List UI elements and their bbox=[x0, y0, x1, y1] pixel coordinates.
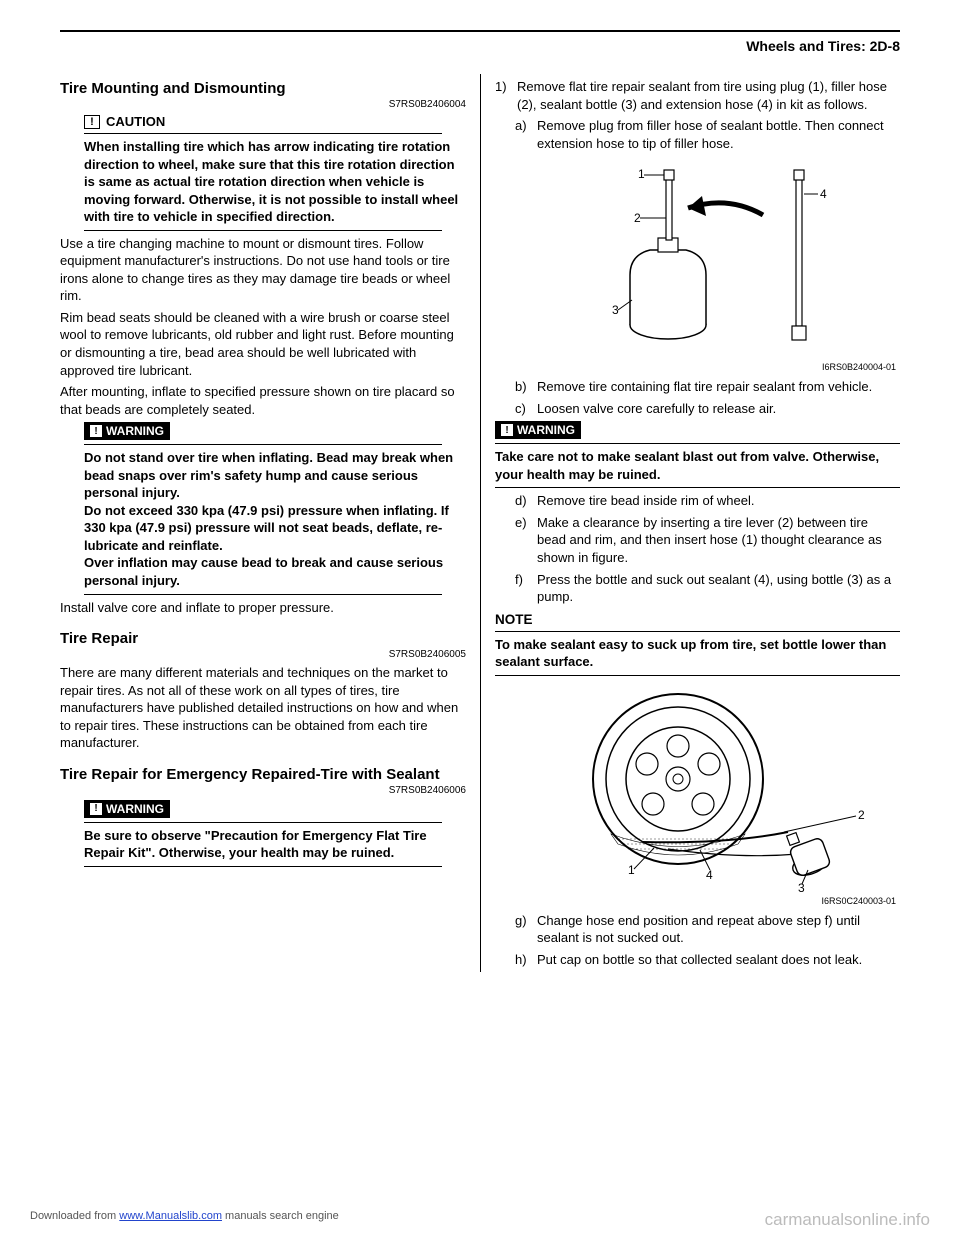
sec2-title: Tire Repair bbox=[60, 630, 466, 647]
substep-e: e) Make a clearance by inserting a tire … bbox=[515, 514, 900, 567]
warning-label-3: WARNING bbox=[517, 423, 575, 437]
note-label: NOTE bbox=[495, 612, 900, 627]
sec2-p1: There are many different materials and t… bbox=[60, 664, 466, 752]
warning-block-2: ! WARNING bbox=[84, 800, 466, 818]
sec1-p2: Rim bead seats should be cleaned with a … bbox=[60, 309, 466, 379]
substep-c: c) Loosen valve core carefully to releas… bbox=[515, 400, 900, 418]
warning-icon-2: ! bbox=[90, 803, 102, 815]
svg-text:3: 3 bbox=[612, 303, 619, 317]
warning-text-2: Be sure to observe "Precaution for Emerg… bbox=[84, 827, 466, 862]
svg-text:2: 2 bbox=[634, 211, 641, 225]
figure-1: 1 2 3 4 bbox=[515, 160, 900, 360]
fig1-id: I6RS0B240004-01 bbox=[495, 362, 900, 372]
warning-label-2: WARNING bbox=[106, 802, 164, 816]
footer-right: carmanualsonline.info bbox=[765, 1210, 930, 1230]
warning-label: WARNING bbox=[106, 424, 164, 438]
warning-badge-3: ! WARNING bbox=[495, 421, 581, 439]
footer-link[interactable]: www.Manualslib.com bbox=[119, 1210, 222, 1222]
warning-block-1: ! WARNING bbox=[84, 422, 466, 440]
substep-f: f) Press the bottle and suck out sealant… bbox=[515, 571, 900, 606]
step-text: Remove flat tire repair sealant from tir… bbox=[517, 78, 900, 113]
caution-block: ! CAUTION bbox=[84, 114, 466, 129]
warning-text-1: Do not stand over tire when inflating. B… bbox=[84, 449, 466, 589]
sec3-id: S7RS0B2406006 bbox=[60, 785, 466, 796]
sub-letter: a) bbox=[515, 117, 537, 152]
warning-icon-3: ! bbox=[501, 424, 513, 436]
svg-text:3: 3 bbox=[798, 881, 805, 894]
step-num: 1) bbox=[495, 78, 517, 113]
sec2-id: S7RS0B2406005 bbox=[60, 649, 466, 660]
substep-g: g) Change hose end position and repeat a… bbox=[515, 912, 900, 947]
svg-text:1: 1 bbox=[628, 863, 635, 877]
caution-text: When installing tire which has arrow ind… bbox=[84, 138, 466, 226]
caution-icon: ! bbox=[84, 115, 100, 129]
sec1-p4: Install valve core and inflate to proper… bbox=[60, 599, 466, 617]
substep-d: d) Remove tire bead inside rim of wheel. bbox=[515, 492, 900, 510]
svg-text:1: 1 bbox=[638, 167, 645, 181]
substep-a: a) Remove plug from filler hose of seala… bbox=[515, 117, 900, 152]
caution-label: CAUTION bbox=[106, 114, 165, 129]
warning-text-3: Take care not to make sealant blast out … bbox=[495, 448, 900, 483]
sec1-title: Tire Mounting and Dismounting bbox=[60, 80, 466, 97]
note-text: To make sealant easy to suck up from tir… bbox=[495, 636, 900, 671]
svg-text:2: 2 bbox=[858, 808, 865, 822]
left-column: Tire Mounting and Dismounting S7RS0B2406… bbox=[60, 74, 480, 972]
svg-text:4: 4 bbox=[820, 187, 827, 201]
warning-icon: ! bbox=[90, 425, 102, 437]
sec1-p3: After mounting, inflate to specified pre… bbox=[60, 383, 466, 418]
sub-text: Remove plug from filler hose of sealant … bbox=[537, 117, 900, 152]
sec1-id: S7RS0B2406004 bbox=[60, 99, 466, 110]
fig2-id: I6RS0C240003-01 bbox=[495, 896, 900, 906]
sec1-p1: Use a tire changing machine to mount or … bbox=[60, 235, 466, 305]
warning-badge: ! WARNING bbox=[84, 422, 170, 440]
warning-block-3: ! WARNING bbox=[495, 421, 900, 439]
right-column: 1) Remove flat tire repair sealant from … bbox=[480, 74, 900, 972]
figure-2: 1 4 3 2 bbox=[515, 684, 900, 894]
page-header: Wheels and Tires: 2D-8 bbox=[60, 38, 900, 54]
sec3-title: Tire Repair for Emergency Repaired-Tire … bbox=[60, 766, 466, 783]
footer-left: Downloaded from www.Manualslib.com manua… bbox=[30, 1210, 339, 1230]
substep-h: h) Put cap on bottle so that collected s… bbox=[515, 951, 900, 969]
page-footer: Downloaded from www.Manualslib.com manua… bbox=[0, 1210, 960, 1230]
warning-badge-2: ! WARNING bbox=[84, 800, 170, 818]
step-1: 1) Remove flat tire repair sealant from … bbox=[495, 78, 900, 113]
substep-b: b) Remove tire containing flat tire repa… bbox=[515, 378, 900, 396]
